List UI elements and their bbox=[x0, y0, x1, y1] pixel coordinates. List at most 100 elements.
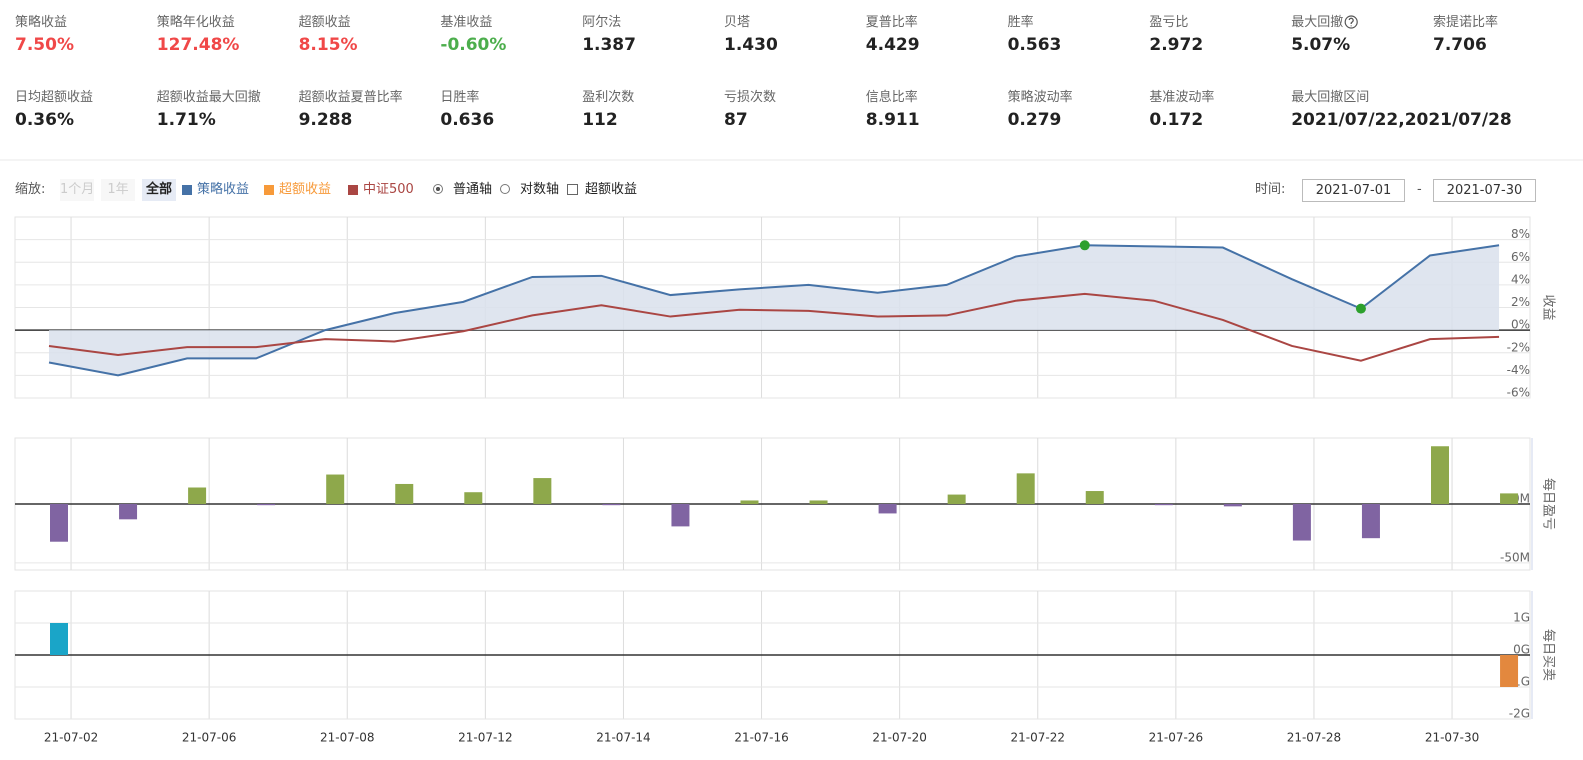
axis-title: 每日买卖 bbox=[1541, 629, 1557, 681]
y-tick-label: 1G bbox=[1513, 611, 1530, 625]
checkbox-label[interactable]: 超额收益 bbox=[585, 182, 638, 197]
radio[interactable] bbox=[433, 184, 443, 194]
metric-value: 1.387 bbox=[582, 35, 636, 55]
metric-value: 8.911 bbox=[865, 110, 920, 130]
x-tick-label: 21-07-02 bbox=[44, 731, 98, 745]
metric-label: 盈利次数 bbox=[582, 90, 635, 105]
metric-value: 2.972 bbox=[1149, 35, 1204, 55]
y-tick-label: 0% bbox=[1511, 318, 1530, 332]
date-input[interactable]: 2021-07-30 bbox=[1433, 179, 1536, 202]
metric-value: 5.07% bbox=[1291, 35, 1351, 55]
metric-label: 日胜率 bbox=[440, 90, 480, 105]
bar bbox=[671, 504, 690, 527]
bar bbox=[1431, 446, 1449, 504]
metric-label: 盈亏比 bbox=[1149, 15, 1189, 30]
y-tick-label: 0G bbox=[1513, 643, 1530, 657]
bar bbox=[533, 478, 552, 504]
bar bbox=[1016, 473, 1035, 504]
zoom-button[interactable]: 1年 bbox=[101, 179, 135, 201]
metric-value: 0.279 bbox=[1007, 110, 1062, 130]
legend-item[interactable]: 中证500 bbox=[363, 182, 414, 197]
zoom-button[interactable]: 全部 bbox=[142, 179, 176, 201]
radio-label[interactable]: 对数轴 bbox=[520, 182, 560, 197]
metric-value: 2021/07/22,2021/07/28 bbox=[1291, 110, 1512, 130]
bar bbox=[257, 504, 276, 506]
line bbox=[48, 244, 1500, 377]
bar bbox=[326, 474, 345, 504]
x-tick-label: 21-07-12 bbox=[458, 731, 512, 745]
line bbox=[48, 292, 1500, 362]
legend-swatch[interactable] bbox=[348, 185, 358, 195]
x-tick-label: 21-07-06 bbox=[182, 731, 236, 745]
help-icon bbox=[1344, 15, 1358, 29]
bar bbox=[50, 623, 68, 655]
bar bbox=[947, 494, 966, 504]
bar bbox=[1292, 504, 1311, 541]
metric-value: -0.60% bbox=[440, 35, 507, 55]
metric-value: 0.172 bbox=[1149, 110, 1204, 130]
metric-value: 0.636 bbox=[440, 110, 495, 130]
y-tick-label: -4% bbox=[1507, 363, 1530, 377]
bar bbox=[119, 504, 138, 520]
y-tick-label: -50M bbox=[1500, 550, 1530, 564]
y-tick-label: 6% bbox=[1511, 250, 1530, 264]
bar bbox=[50, 504, 68, 542]
y-tick-label: 2% bbox=[1511, 295, 1530, 309]
zoom-label: 缩放: bbox=[15, 182, 46, 197]
metric-label: 最大回撤 bbox=[1291, 15, 1344, 30]
metric-label: 贝塔 bbox=[724, 15, 751, 30]
legend-item[interactable]: 策略收益 bbox=[197, 182, 250, 197]
metric-label: 索提诺比率 bbox=[1433, 15, 1499, 30]
bar bbox=[602, 504, 621, 506]
radio[interactable] bbox=[500, 184, 510, 194]
metric-label: 日均超额收益 bbox=[15, 90, 94, 105]
metric-label: 策略年化收益 bbox=[156, 15, 235, 30]
bar bbox=[1223, 504, 1242, 507]
legend-swatch[interactable] bbox=[264, 185, 274, 195]
x-tick-label: 21-07-26 bbox=[1149, 731, 1203, 745]
y-tick-label: -6% bbox=[1507, 386, 1530, 400]
x-tick-label: 21-07-28 bbox=[1287, 731, 1341, 745]
x-tick-label: 21-07-20 bbox=[872, 731, 926, 745]
x-tick-label: 21-07-22 bbox=[1011, 731, 1065, 745]
axis-title: 每日盈亏 bbox=[1541, 478, 1557, 530]
metric-value: 112 bbox=[582, 110, 618, 130]
metric-label: 超额收益夏普比率 bbox=[298, 90, 403, 105]
metric-value: 1.71% bbox=[156, 110, 216, 130]
bar bbox=[464, 492, 483, 504]
time-label: 时间: bbox=[1255, 182, 1286, 197]
date-input[interactable]: 2021-07-01 bbox=[1302, 179, 1405, 202]
highlight-point bbox=[1079, 240, 1090, 251]
metric-label: 超额收益 bbox=[298, 15, 351, 30]
radio-label[interactable]: 普通轴 bbox=[453, 182, 493, 197]
metric-label: 基准收益 bbox=[440, 15, 493, 30]
bar bbox=[1500, 655, 1519, 687]
highlight-point bbox=[1355, 303, 1366, 314]
help-mark bbox=[1348, 17, 1354, 27]
metric-value: 87 bbox=[724, 110, 748, 130]
bar bbox=[1154, 504, 1173, 506]
bar bbox=[1361, 504, 1380, 539]
checkbox[interactable] bbox=[567, 184, 578, 195]
metric-value: 4.429 bbox=[865, 35, 920, 55]
metric-label: 信息比率 bbox=[865, 90, 918, 105]
metric-label: 策略波动率 bbox=[1007, 90, 1073, 105]
metric-value: 7.50% bbox=[15, 35, 74, 55]
metric-label: 最大回撤区间 bbox=[1291, 90, 1370, 105]
zoom-button[interactable]: 1个月 bbox=[60, 179, 94, 201]
x-tick-label: 21-07-30 bbox=[1425, 731, 1479, 745]
metric-label: 基准波动率 bbox=[1149, 90, 1215, 105]
x-tick-label: 21-07-16 bbox=[734, 731, 788, 745]
metric-value: 0.563 bbox=[1007, 35, 1062, 55]
legend-swatch[interactable] bbox=[182, 185, 192, 195]
metric-label: 超额收益最大回撤 bbox=[156, 90, 261, 105]
legend-item[interactable]: 超额收益 bbox=[279, 182, 332, 197]
metric-label: 夏普比率 bbox=[865, 15, 918, 30]
metric-label: 亏损次数 bbox=[724, 90, 777, 105]
metric-value: 0.36% bbox=[15, 110, 74, 130]
metric-value: 1.430 bbox=[724, 35, 778, 55]
bar bbox=[395, 483, 414, 504]
help-circle bbox=[1344, 15, 1358, 29]
